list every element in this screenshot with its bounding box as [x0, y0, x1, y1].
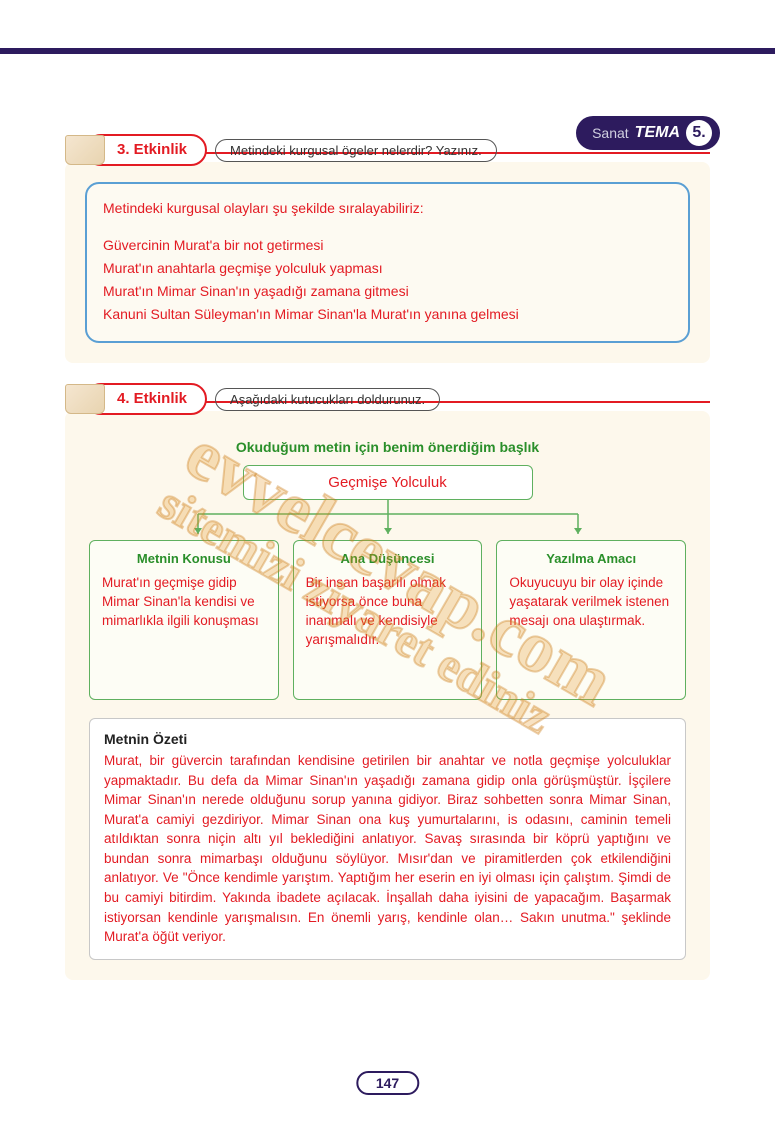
col-title: Ana Düşüncesi [306, 551, 470, 566]
activity3-item: Kanuni Sultan Süleyman'ın Mimar Sinan'la… [103, 304, 672, 325]
column-amac: Yazılma Amacı Okuyucuyu bir olay içinde … [496, 540, 686, 700]
activity3-label: 3. Etkinlik [117, 141, 187, 158]
col-title: Yazılma Amacı [509, 551, 673, 566]
summary-title: Metnin Özeti [104, 731, 671, 747]
activity3-item: Güvercinin Murat'a bir not getirmesi [103, 235, 672, 256]
column-konusu: Metnin Konusu Murat'ın geçmişe gidip Mim… [89, 540, 279, 700]
activity4-panel: Okuduğum metin için benim önerdiğim başl… [65, 411, 710, 980]
activity3-panel: Metindeki kurgusal olayları şu şekilde s… [65, 162, 710, 363]
activity3-item: Murat'ın Mimar Sinan'ın yaşadığı zamana … [103, 281, 672, 302]
summary-text: Murat, bir güvercin tarafından kendisine… [104, 751, 671, 947]
connector-lines [138, 500, 638, 540]
summary-box: Metnin Özeti Murat, bir güvercin tarafın… [89, 718, 686, 960]
activity3-item: Murat'ın anahtarla geçmişe yolculuk yapm… [103, 258, 672, 279]
three-columns: Metnin Konusu Murat'ın geçmişe gidip Mim… [89, 540, 686, 700]
suggested-title-box: Geçmişe Yolculuk [243, 465, 533, 500]
activity3-instruction: Metindeki kurgusal ögeler nelerdir? Yazı… [215, 139, 497, 162]
book-icon [65, 384, 105, 414]
activity3-answer-box: Metindeki kurgusal olayları şu şekilde s… [85, 182, 690, 343]
activity3-intro: Metindeki kurgusal olayları şu şekilde s… [103, 198, 672, 219]
col-text: Bir insan başarılı olmak istiyorsa önce … [306, 574, 470, 650]
book-icon [65, 135, 105, 165]
column-dusunce: Ana Düşüncesi Bir insan başarılı olmak i… [293, 540, 483, 700]
suggested-title-label: Okuduğum metin için benim önerdiğim başl… [65, 439, 710, 455]
activity4-label: 4. Etkinlik [117, 390, 187, 407]
page-number: 147 [356, 1071, 419, 1095]
col-title: Metnin Konusu [102, 551, 266, 566]
col-text: Murat'ın geçmişe gidip Mimar Sinan'la ke… [102, 574, 266, 631]
col-text: Okuyucuyu bir olay içinde yaşatarak veri… [509, 574, 673, 631]
activity4-instruction: Aşağıdaki kutucukları doldurunuz. [215, 388, 440, 411]
